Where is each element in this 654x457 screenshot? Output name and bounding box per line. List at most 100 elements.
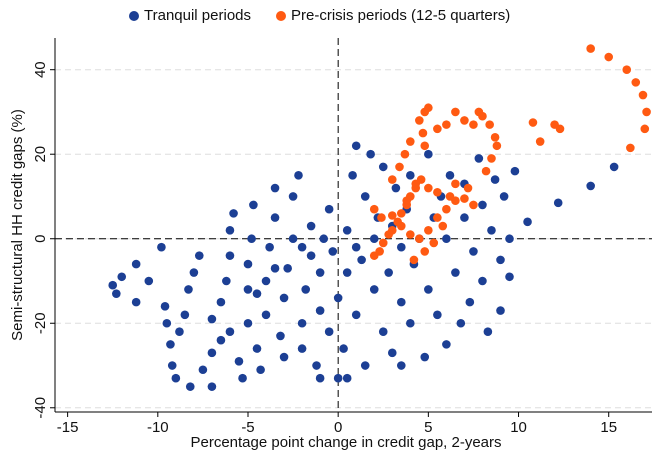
- point: [528, 118, 538, 127]
- point: [487, 225, 496, 235]
- point: [396, 297, 406, 307]
- point: [465, 297, 475, 307]
- point: [474, 154, 484, 163]
- point: [402, 196, 412, 206]
- x-tick-label: -5: [241, 419, 254, 436]
- point: [451, 179, 460, 189]
- point: [342, 268, 352, 277]
- point: [642, 107, 651, 117]
- point: [225, 251, 235, 260]
- point: [319, 234, 329, 244]
- point: [478, 111, 487, 121]
- point: [460, 194, 469, 203]
- point: [360, 361, 370, 370]
- point: [261, 276, 271, 286]
- point: [406, 171, 415, 180]
- point: [420, 247, 430, 256]
- point: [333, 293, 343, 303]
- y-axis-label: Semi-structural HH credit gaps (%): [9, 109, 26, 341]
- y-tick-label: -20: [32, 312, 49, 334]
- point: [442, 120, 451, 129]
- point: [586, 44, 595, 53]
- point: [166, 340, 175, 349]
- point: [433, 310, 442, 320]
- point: [222, 276, 231, 286]
- point: [342, 373, 352, 383]
- point: [315, 268, 325, 277]
- point: [189, 268, 199, 277]
- point: [288, 234, 298, 244]
- point: [261, 310, 271, 320]
- point: [415, 234, 424, 244]
- point: [406, 230, 415, 239]
- point: [409, 255, 419, 265]
- point: [424, 103, 433, 113]
- point: [460, 213, 469, 222]
- point: [315, 306, 325, 315]
- point: [207, 314, 217, 324]
- point: [108, 280, 118, 290]
- point: [555, 124, 565, 134]
- point: [312, 361, 321, 370]
- point: [357, 255, 366, 265]
- point: [252, 289, 262, 298]
- point: [306, 221, 316, 231]
- point: [433, 213, 442, 222]
- point: [160, 302, 170, 311]
- point: [288, 192, 298, 201]
- point: [270, 264, 280, 273]
- point: [424, 149, 433, 159]
- point: [463, 183, 473, 193]
- point: [387, 225, 397, 235]
- point: [180, 310, 190, 320]
- point: [626, 143, 635, 153]
- point: [216, 297, 226, 307]
- point: [391, 183, 401, 193]
- point: [469, 200, 478, 210]
- legend-label: Tranquil periods: [144, 7, 251, 24]
- point: [640, 124, 650, 134]
- point: [117, 272, 127, 282]
- point: [342, 225, 352, 235]
- point: [175, 327, 184, 337]
- point: [369, 204, 379, 214]
- point: [185, 382, 195, 391]
- point: [406, 318, 415, 328]
- point: [490, 133, 500, 142]
- y-tick-label: 0: [32, 235, 49, 243]
- point: [216, 335, 226, 345]
- point: [420, 141, 430, 151]
- point: [438, 221, 448, 231]
- point: [424, 183, 433, 193]
- point: [378, 238, 388, 248]
- point: [294, 171, 303, 180]
- point: [604, 52, 614, 62]
- point: [442, 340, 451, 349]
- point: [297, 242, 307, 252]
- point: [638, 90, 648, 100]
- x-axis-label: Percentage point change in credit gap, 2…: [190, 434, 501, 451]
- point: [279, 293, 289, 303]
- point: [184, 285, 193, 294]
- point: [396, 242, 406, 252]
- point: [265, 242, 274, 252]
- point: [609, 162, 619, 172]
- point: [378, 162, 388, 172]
- point: [249, 200, 258, 210]
- point: [112, 289, 121, 298]
- point: [424, 285, 433, 294]
- point: [348, 171, 357, 180]
- point: [378, 327, 388, 337]
- point: [445, 192, 455, 201]
- point: [339, 344, 348, 353]
- point: [469, 247, 478, 256]
- point: [553, 198, 563, 208]
- point: [279, 352, 289, 362]
- legend-marker: [276, 11, 286, 21]
- point: [505, 272, 514, 282]
- x-tick-label: 15: [600, 419, 617, 436]
- point: [144, 276, 154, 286]
- point: [433, 187, 442, 197]
- point: [622, 65, 632, 74]
- point: [301, 285, 311, 294]
